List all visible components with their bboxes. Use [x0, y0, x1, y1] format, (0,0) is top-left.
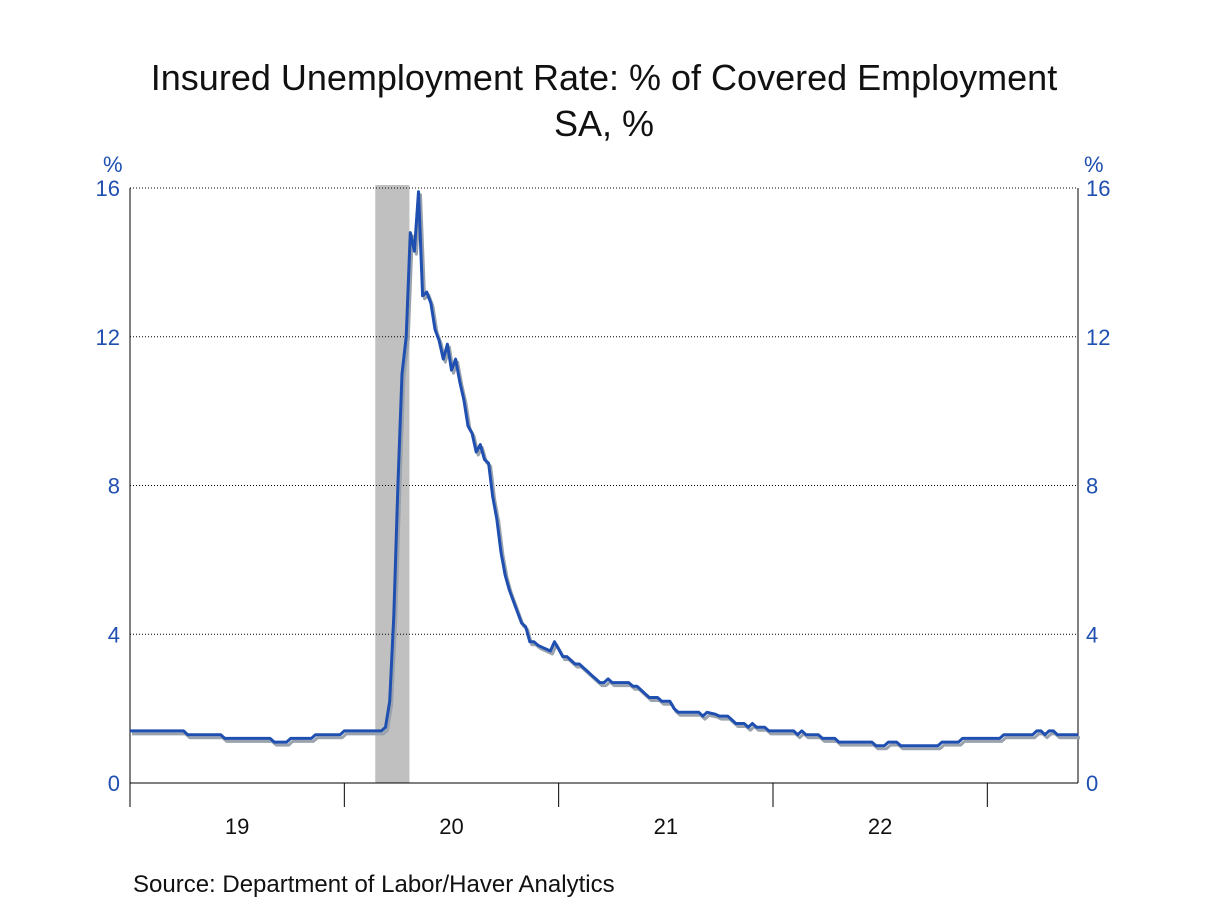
- y-tick-label-right: 0: [1086, 771, 1098, 796]
- y-unit-right: %: [1084, 152, 1104, 177]
- y-tick-label-right: 16: [1086, 176, 1110, 201]
- x-tick-label: 20: [439, 814, 463, 839]
- x-tick-label: 19: [225, 814, 249, 839]
- x-tick-label: 22: [868, 814, 892, 839]
- chart-title: Insured Unemployment Rate: % of Covered …: [150, 57, 1058, 98]
- y-tick-label-left: 8: [108, 474, 120, 499]
- source-note: Source: Department of Labor/Haver Analyt…: [133, 871, 615, 898]
- y-tick-label-right: 4: [1086, 622, 1098, 647]
- series-line-shadow: [132, 193, 1080, 751]
- y-tick-label-left: 4: [108, 622, 120, 647]
- y-tick-label-right: 8: [1086, 474, 1098, 499]
- chart-subtitle: SA, %: [553, 103, 655, 144]
- y-tick-label-right: 12: [1086, 325, 1110, 350]
- y-unit-left: %: [103, 152, 123, 177]
- y-tick-label-left: 16: [96, 176, 120, 201]
- y-tick-label-left: 0: [108, 771, 120, 796]
- series-line: [130, 190, 1078, 748]
- x-tick-label: 21: [654, 814, 678, 839]
- y-tick-label-left: 12: [96, 325, 120, 350]
